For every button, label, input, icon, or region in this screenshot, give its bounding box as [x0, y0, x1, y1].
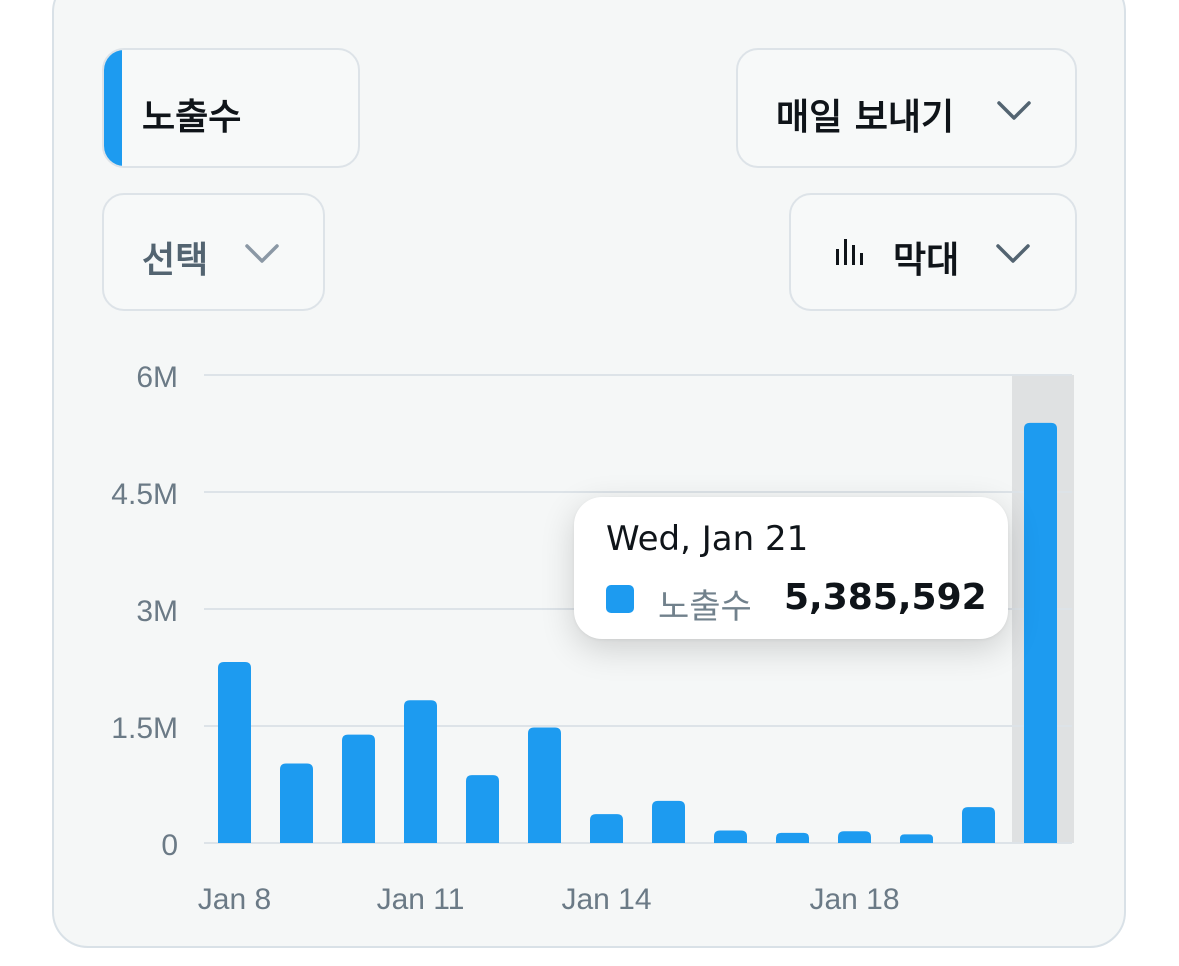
bar [838, 831, 871, 843]
chart-type-dropdown[interactable]: 막대 [789, 193, 1077, 311]
bar [714, 830, 747, 843]
bar [900, 834, 933, 843]
chevron-down-icon [997, 101, 1031, 120]
bar [218, 662, 251, 843]
y-tick-label: 0 [161, 829, 178, 862]
chevron-down-icon [245, 244, 279, 263]
x-tick-label: Jan 11 [377, 883, 465, 916]
bar [466, 775, 499, 843]
bar [342, 734, 375, 843]
y-tick-label: 4.5M [111, 478, 178, 511]
metric-accent-bar [104, 50, 122, 166]
metric-dropdown[interactable]: 노출수 [102, 48, 360, 168]
tooltip-series-name: 노출수 [658, 587, 752, 627]
y-tick-label: 1.5M [111, 712, 178, 745]
export-dropdown[interactable]: 매일 보내기 [736, 48, 1077, 168]
y-tick-label: 3M [136, 595, 178, 628]
bar [776, 832, 809, 843]
metric-dropdown-label: 노출수 [142, 97, 242, 138]
chart-tooltip: Wed, Jan 21 노출수 5,385,592 [574, 497, 1008, 639]
x-tick-label: Jan 18 [809, 883, 899, 916]
export-dropdown-label: 매일 보내기 [776, 97, 955, 138]
bar [652, 800, 685, 843]
bar-chart-icon [836, 239, 863, 265]
bar [590, 814, 623, 843]
bar [280, 763, 313, 843]
chart-type-label: 막대 [893, 240, 960, 281]
bar [962, 807, 995, 843]
compare-select-dropdown[interactable]: 선택 [102, 193, 325, 311]
select-dropdown-label: 선택 [142, 240, 209, 281]
x-tick-label: Jan 8 [198, 883, 271, 916]
bar [528, 727, 561, 843]
bar [404, 700, 437, 843]
tooltip-series-swatch [606, 585, 634, 613]
tooltip-date: Wed, Jan 21 [606, 519, 809, 559]
x-tick-label: Jan 14 [561, 883, 651, 916]
bar [1024, 422, 1057, 843]
tooltip-value: 5,385,592 [784, 577, 987, 618]
chevron-down-icon [996, 244, 1030, 263]
y-tick-label: 6M [136, 361, 178, 394]
